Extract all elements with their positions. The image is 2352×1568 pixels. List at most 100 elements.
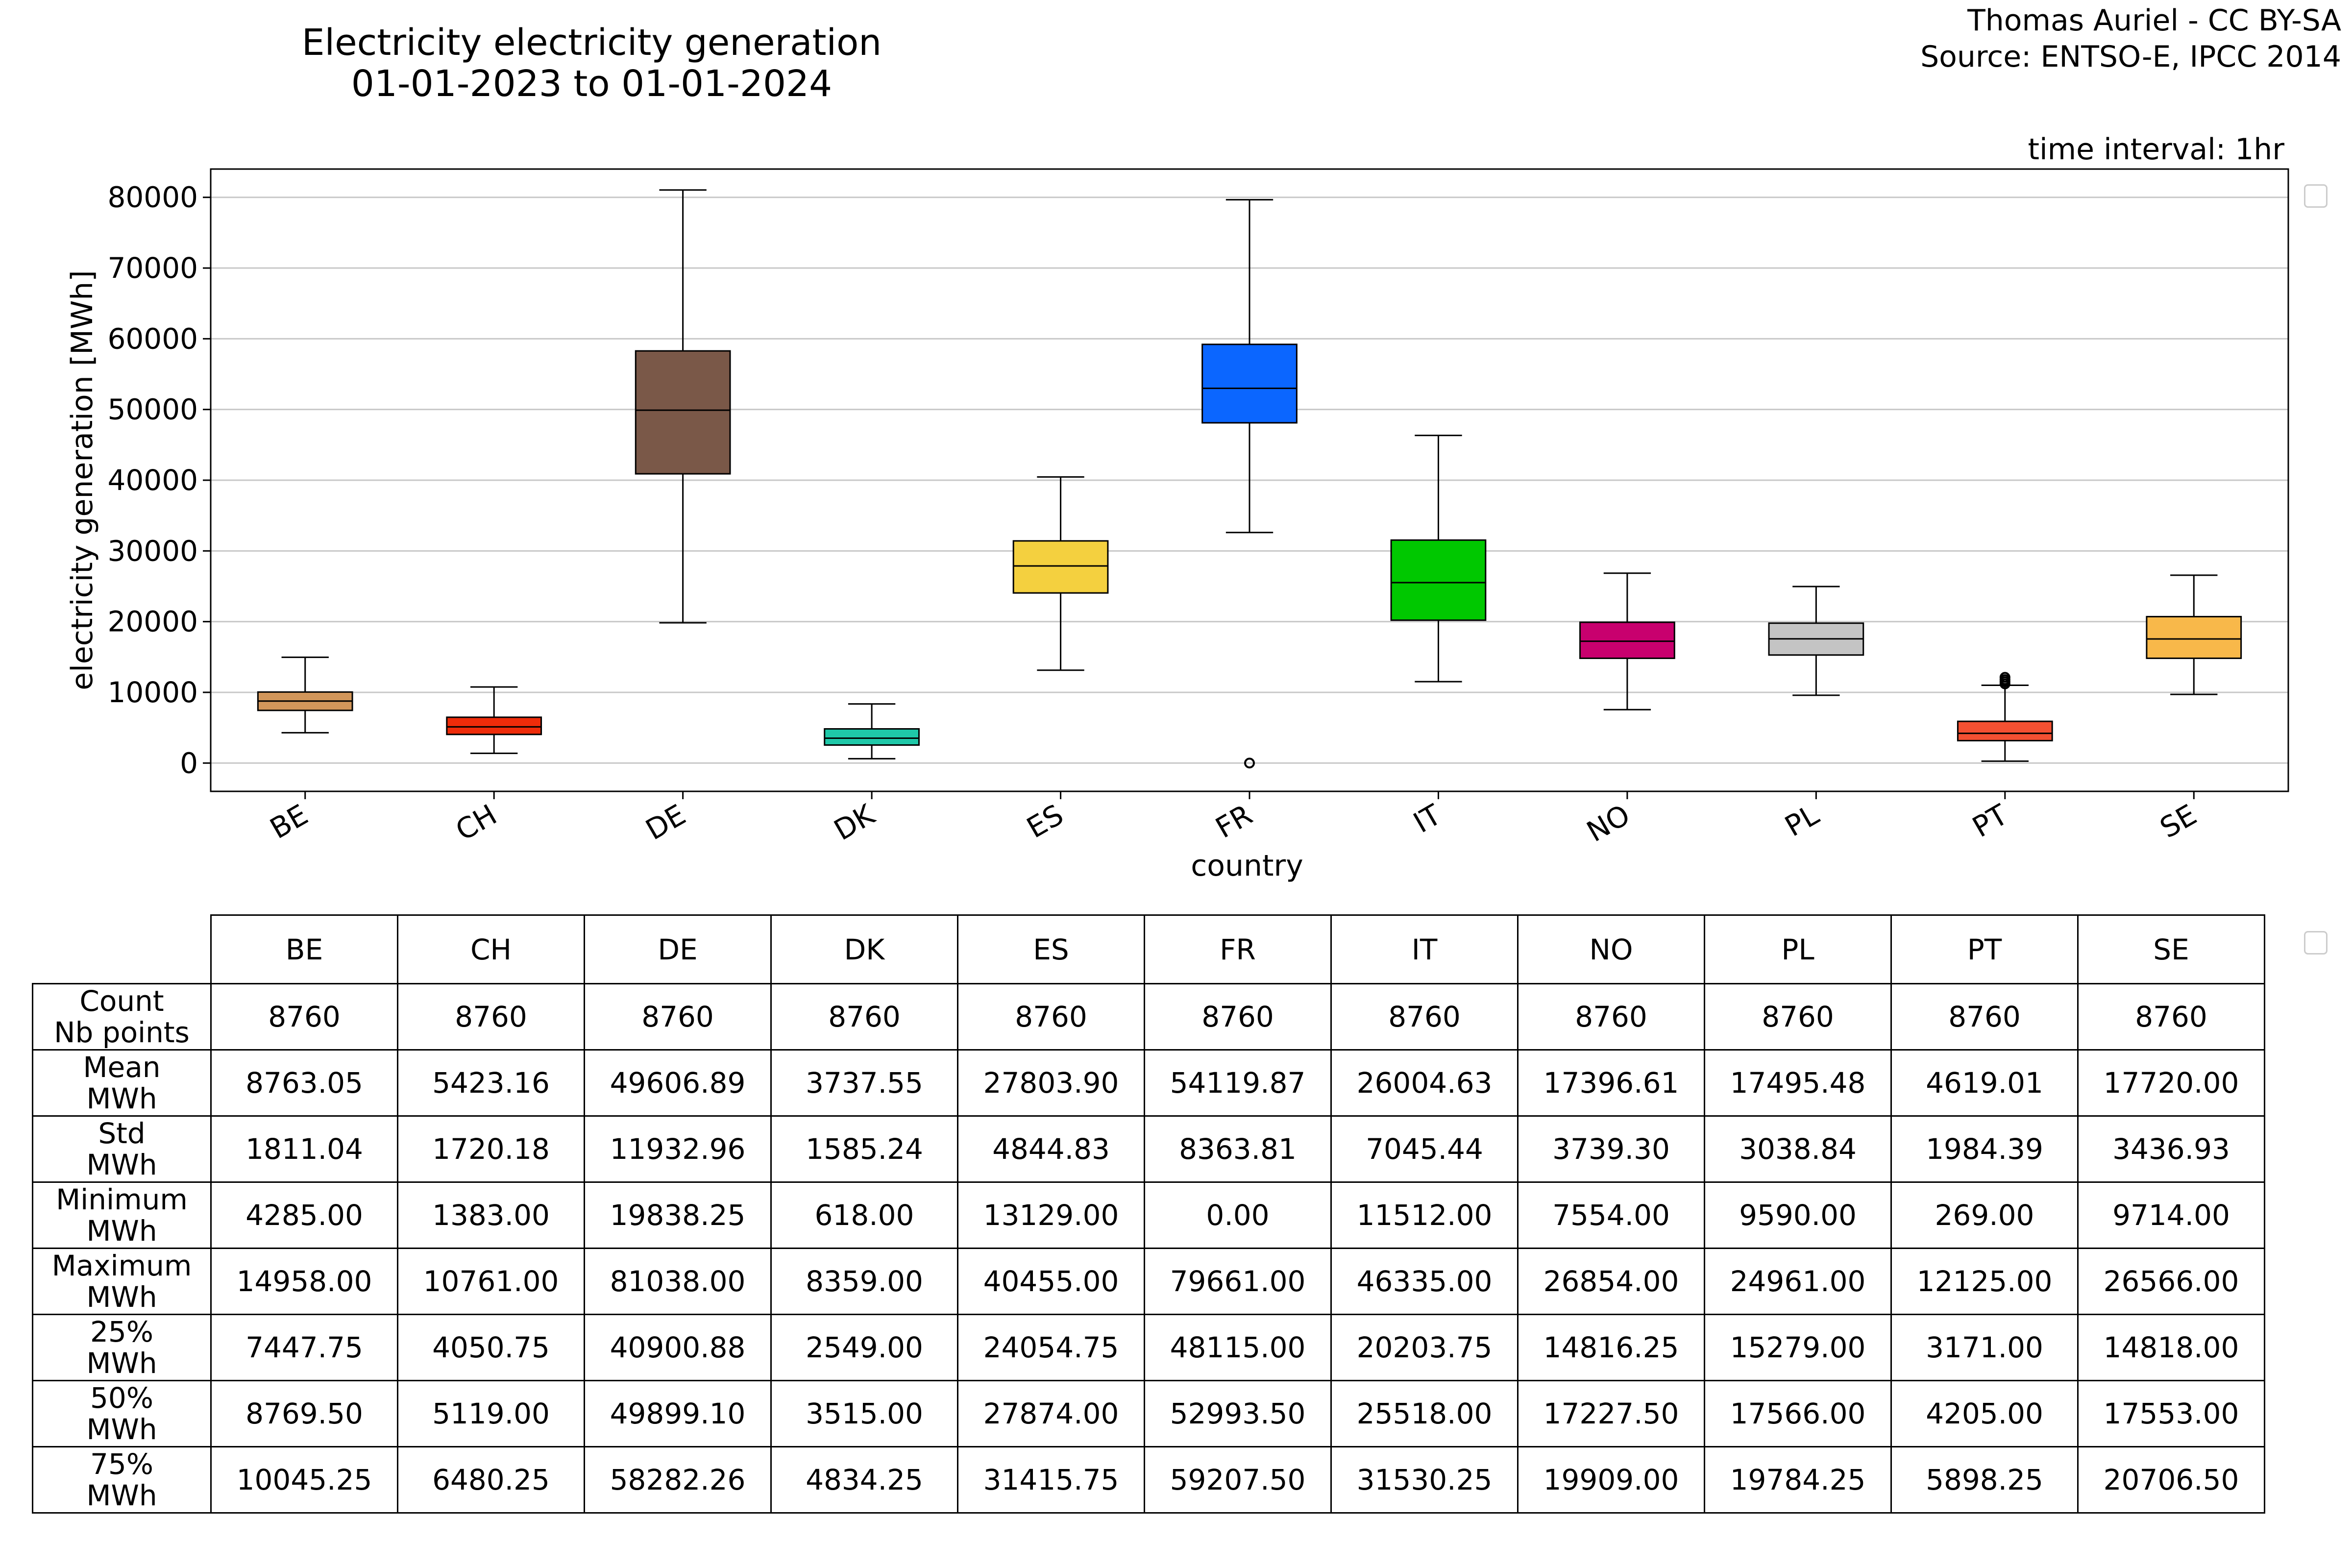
table-cell: 4205.00 bbox=[1890, 1380, 2079, 1447]
table-corner-cell bbox=[32, 915, 212, 984]
chart-legend-box bbox=[2304, 184, 2328, 208]
table-cell: 52993.50 bbox=[1144, 1380, 1332, 1447]
row-header-label: Maximum bbox=[51, 1249, 192, 1282]
table-cell: 59207.50 bbox=[1144, 1446, 1332, 1514]
row-header-unit: MWh bbox=[86, 1347, 157, 1380]
table-cell: 24961.00 bbox=[1704, 1248, 1892, 1315]
column-header: SE bbox=[2077, 914, 2265, 984]
table-cell: 19838.25 bbox=[584, 1181, 772, 1249]
table-legend-box bbox=[2304, 931, 2328, 955]
table-cell: 17495.48 bbox=[1704, 1049, 1892, 1117]
table-cell: 17553.00 bbox=[2077, 1380, 2265, 1447]
x-tick-label: FR bbox=[1210, 798, 1258, 845]
table-cell: 24054.75 bbox=[957, 1314, 1145, 1381]
table-cell: 14958.00 bbox=[210, 1248, 398, 1315]
table-row: 75% MWh 10045.25 6480.25 58282.26 4834.25 3141… bbox=[32, 1446, 2265, 1514]
y-tick-label: 30000 bbox=[107, 534, 198, 567]
table-cell: 2549.00 bbox=[770, 1314, 958, 1381]
table-cell: 8363.81 bbox=[1144, 1115, 1332, 1183]
box-iqr bbox=[1390, 539, 1487, 621]
row-header: 50% MWh bbox=[32, 1380, 212, 1447]
table-cell: 49606.89 bbox=[584, 1049, 772, 1117]
row-header-unit: MWh bbox=[86, 1082, 157, 1115]
table-cell: 12125.00 bbox=[1890, 1248, 2079, 1315]
table-cell: 5119.00 bbox=[397, 1380, 585, 1447]
table-cell: 4834.25 bbox=[770, 1446, 958, 1514]
table-cell: 8760 bbox=[1890, 983, 2079, 1051]
box-dk bbox=[824, 703, 920, 760]
table-cell: 81038.00 bbox=[584, 1248, 772, 1315]
table-cell: 3436.93 bbox=[2077, 1115, 2265, 1183]
table-cell: 79661.00 bbox=[1144, 1248, 1332, 1315]
statistics-table: BE CH DE DK ES FR IT NO PL PT SE Count Nb points 876… bbox=[32, 914, 2265, 1514]
column-header: IT bbox=[1330, 914, 1519, 984]
table-cell: 8760 bbox=[957, 983, 1145, 1051]
credit-author: Thomas Auriel - CC BY-SA bbox=[1967, 3, 2341, 38]
x-axis-ticks: BE CH DE DK ES FR IT NO PL PT SE bbox=[265, 791, 2202, 849]
row-header-label: Minimum bbox=[56, 1183, 188, 1216]
x-tick-label: NO bbox=[1581, 798, 1636, 848]
table-cell: 17396.61 bbox=[1517, 1049, 1705, 1117]
table-row: Maximum MWh 14958.00 10761.00 81038.00 8359.0… bbox=[32, 1248, 2265, 1315]
y-axis-ticks: 0 10000 20000 30000 40000 50000 60000 70000 8000… bbox=[107, 181, 211, 780]
table-cell: 4050.75 bbox=[397, 1314, 585, 1381]
row-header-label: 75% bbox=[90, 1447, 153, 1481]
x-tick-label: IT bbox=[1408, 798, 1447, 839]
table-cell: 26854.00 bbox=[1517, 1248, 1705, 1315]
table-cell: 15279.00 bbox=[1704, 1314, 1892, 1381]
row-header-unit: MWh bbox=[86, 1148, 157, 1181]
credit-source: Source: ENTSO-E, IPCC 2014 bbox=[1920, 40, 2341, 74]
table-cell: 1383.00 bbox=[397, 1181, 585, 1249]
table-cell: 8760 bbox=[210, 983, 398, 1051]
row-header-label: 25% bbox=[90, 1315, 153, 1348]
table-cell: 31530.25 bbox=[1330, 1446, 1519, 1514]
table-cell: 19909.00 bbox=[1517, 1446, 1705, 1514]
table-cell: 4619.01 bbox=[1890, 1049, 2079, 1117]
box-se bbox=[2146, 574, 2242, 695]
title-line-2: 01-01-2023 to 01-01-2024 bbox=[351, 63, 833, 105]
table-cell: 13129.00 bbox=[957, 1181, 1145, 1249]
box-iqr bbox=[1012, 540, 1109, 594]
box-iqr bbox=[824, 728, 920, 746]
table-cell: 8760 bbox=[770, 983, 958, 1051]
box-iqr bbox=[1201, 343, 1298, 424]
table-row: 25% MWh 7447.75 4050.75 40900.88 2549.00 24054… bbox=[32, 1314, 2265, 1381]
table-cell: 26004.63 bbox=[1330, 1049, 1519, 1117]
row-header-unit: MWh bbox=[86, 1479, 157, 1512]
table-cell: 8760 bbox=[1144, 983, 1332, 1051]
table-cell: 14816.25 bbox=[1517, 1314, 1705, 1381]
table-cell: 58282.26 bbox=[584, 1446, 772, 1514]
column-header: PT bbox=[1890, 914, 2079, 984]
table-row: 50% MWh 8769.50 5119.00 49899.10 3515.00 27874… bbox=[32, 1380, 2265, 1447]
table-cell: 17720.00 bbox=[2077, 1049, 2265, 1117]
table-cell: 17566.00 bbox=[1704, 1380, 1892, 1447]
row-header: Minimum MWh bbox=[32, 1181, 212, 1249]
table-row: Std MWh 1811.04 1720.18 11932.96 1585.24 4844.… bbox=[32, 1115, 2265, 1183]
table-cell: 11932.96 bbox=[584, 1115, 772, 1183]
box-iqr bbox=[1957, 720, 2053, 742]
table-cell: 26566.00 bbox=[2077, 1248, 2265, 1315]
table-cell: 27803.90 bbox=[957, 1049, 1145, 1117]
boxplot-chart: 0 10000 20000 30000 40000 50000 60000 70000 8000… bbox=[65, 168, 2289, 883]
table-cell: 8760 bbox=[2077, 983, 2265, 1051]
table-cell: 3739.30 bbox=[1517, 1115, 1705, 1183]
row-header: Count Nb points bbox=[32, 983, 212, 1051]
column-header: ES bbox=[957, 914, 1145, 984]
outlier-point bbox=[1999, 672, 2010, 683]
column-header: DE bbox=[584, 914, 772, 984]
y-tick-label: 50000 bbox=[107, 393, 198, 426]
table-cell: 7447.75 bbox=[210, 1314, 398, 1381]
box-fr bbox=[1201, 199, 1298, 769]
y-tick-label: 0 bbox=[180, 746, 198, 780]
table-cell: 17227.50 bbox=[1517, 1380, 1705, 1447]
table-cell: 3038.84 bbox=[1704, 1115, 1892, 1183]
row-header-unit: MWh bbox=[86, 1280, 157, 1314]
row-header-label: Std bbox=[98, 1117, 146, 1150]
credit-block: Thomas Auriel - CC BY-SA Source: ENTSO-E… bbox=[1920, 2, 2341, 75]
box-pl bbox=[1768, 586, 1864, 696]
box-pt bbox=[1957, 672, 2053, 762]
table-cell: 25518.00 bbox=[1330, 1380, 1519, 1447]
y-tick-label: 10000 bbox=[107, 676, 198, 709]
table-cell: 269.00 bbox=[1890, 1181, 2079, 1249]
table-cell: 7045.44 bbox=[1330, 1115, 1519, 1183]
